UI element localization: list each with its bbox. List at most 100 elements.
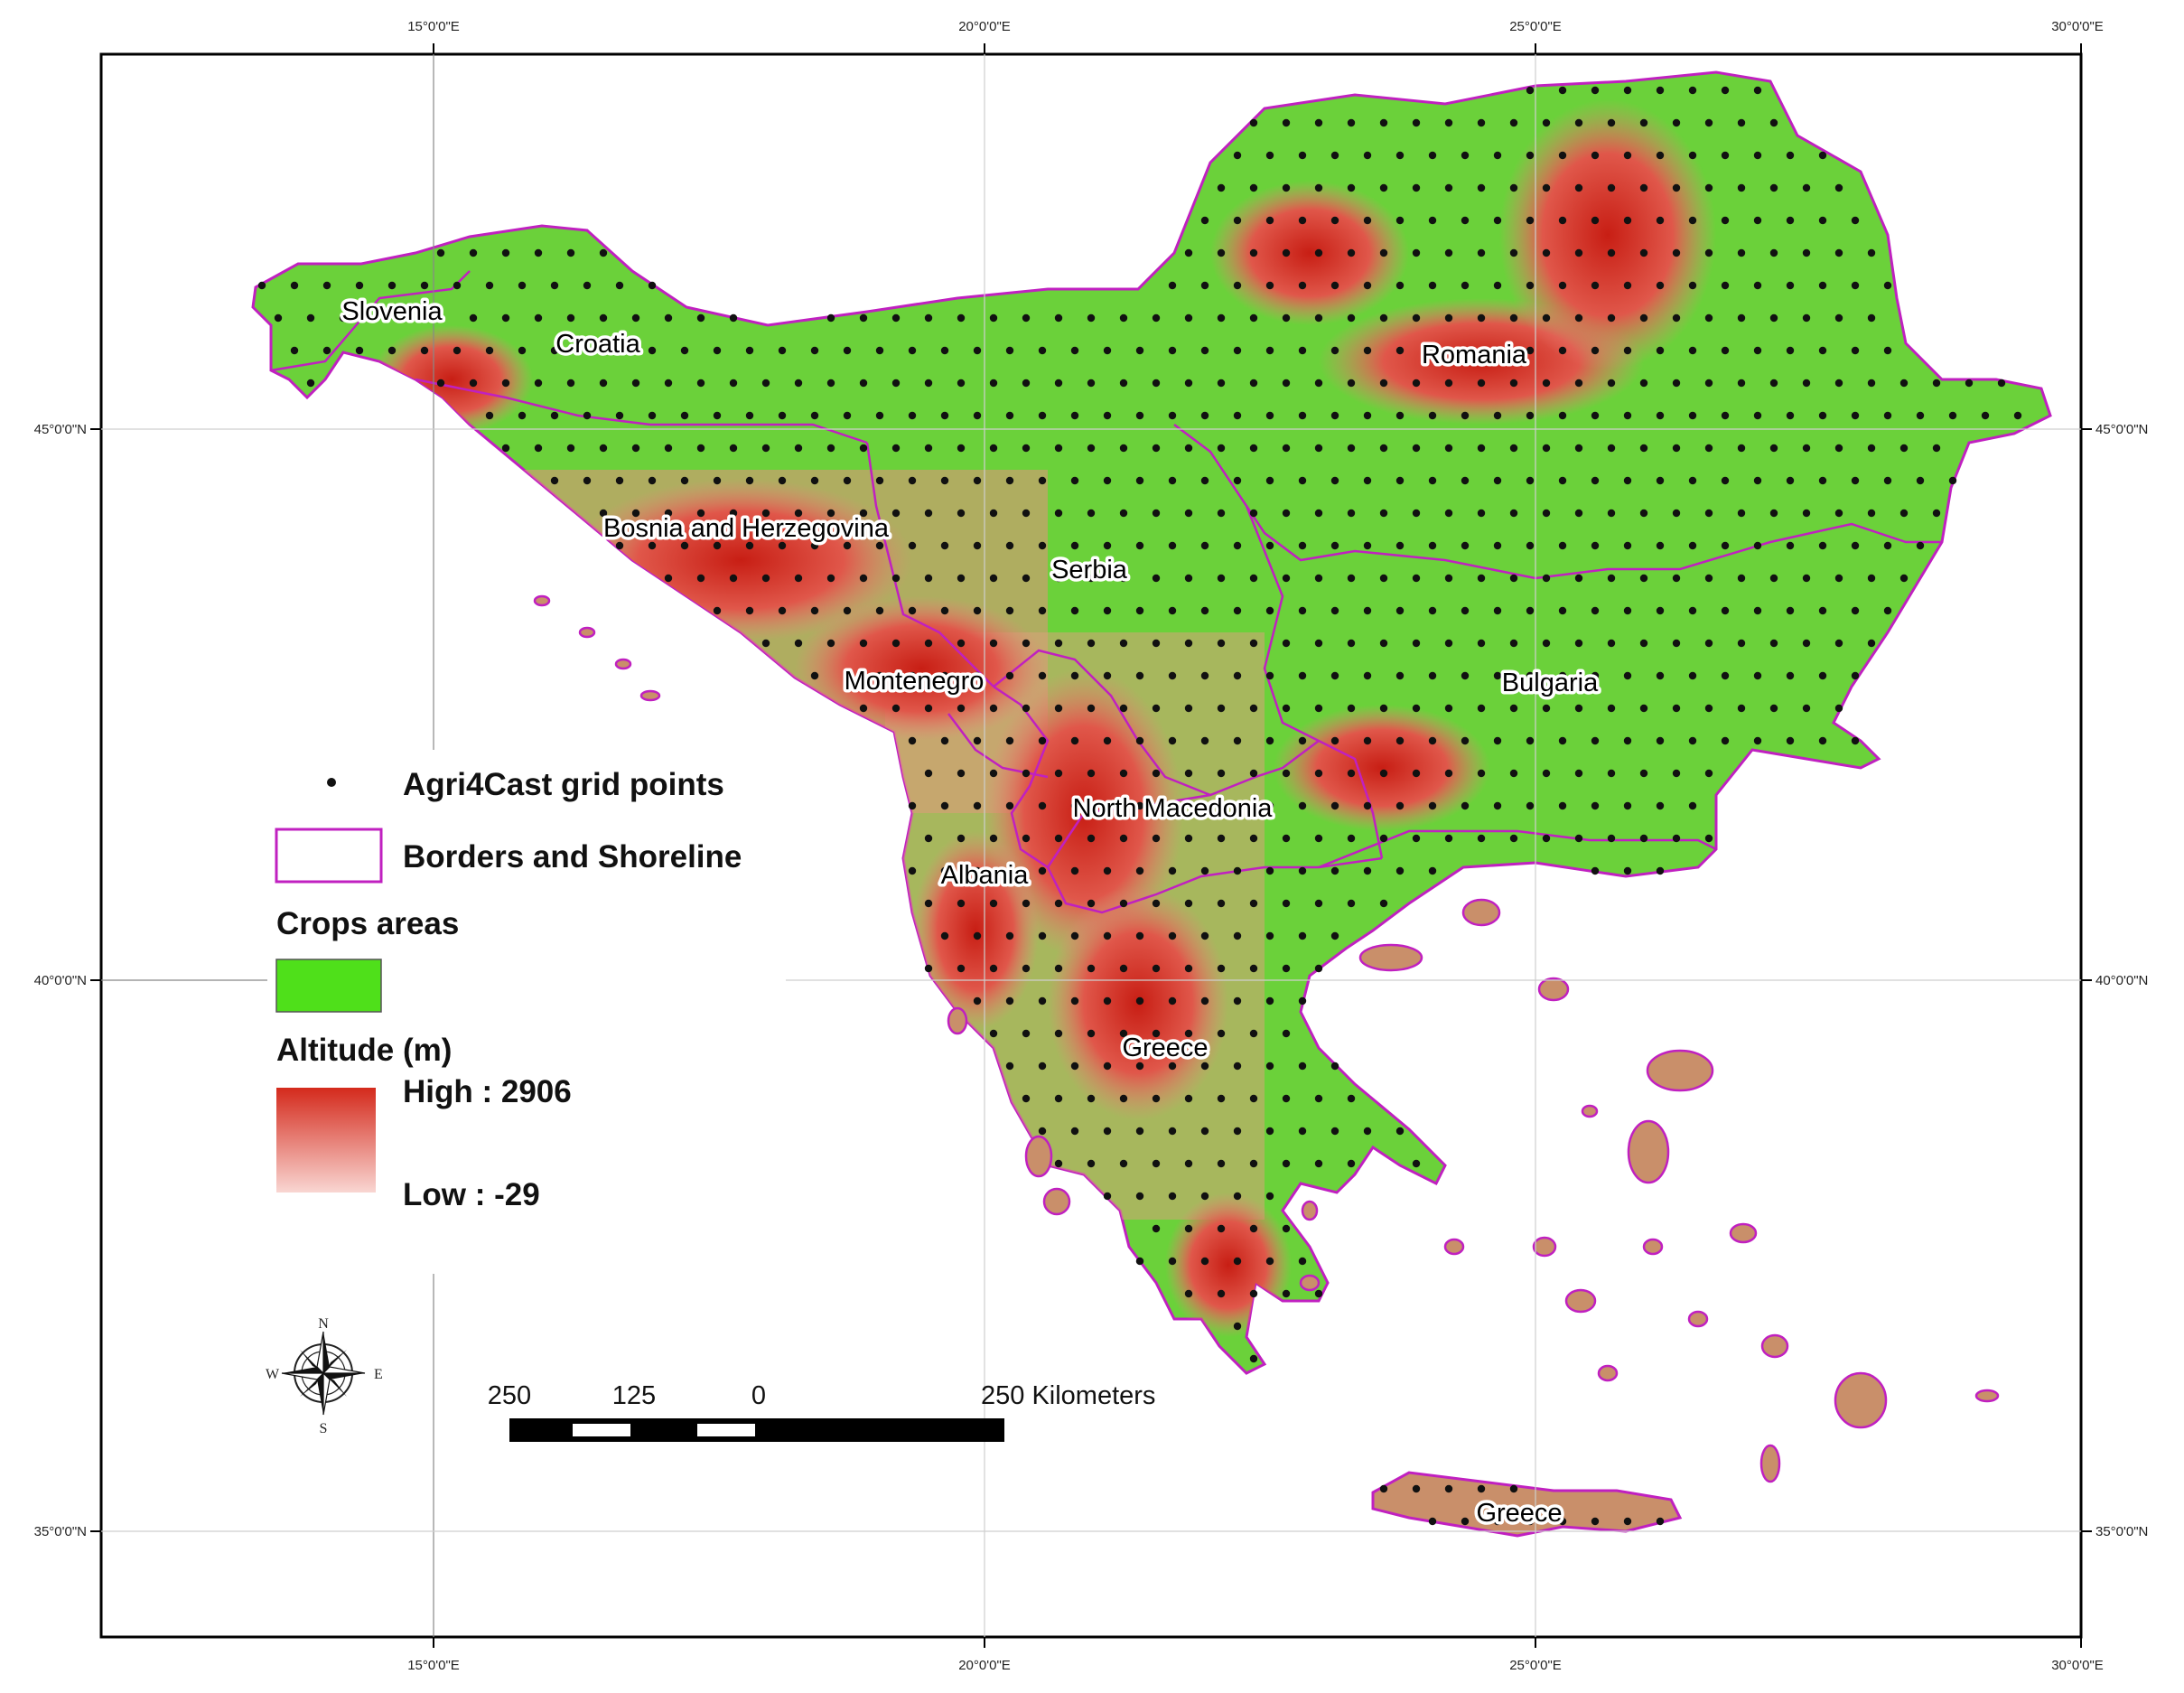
grid-point: [1282, 899, 1291, 908]
grid-point: [1737, 704, 1746, 713]
grid-point: [1656, 671, 1665, 680]
grid-point: [1412, 313, 1421, 323]
grid-point: [940, 606, 949, 615]
grid-point: [761, 639, 770, 648]
grid-point: [1087, 769, 1096, 778]
grid-point: [924, 574, 933, 583]
scale-bar-segment: [697, 1424, 755, 1436]
grid-point: [1623, 801, 1632, 810]
grid-point: [1184, 1159, 1193, 1168]
grid-point: [1509, 118, 1518, 127]
grid-point: [1753, 281, 1762, 290]
grid-point: [1444, 183, 1453, 192]
grid-point: [1265, 411, 1274, 420]
grid-point: [631, 509, 640, 518]
grid-point: [1282, 313, 1291, 323]
grid-point: [1200, 1127, 1209, 1136]
grid-point: [1200, 866, 1209, 875]
grid-point: [1087, 899, 1096, 908]
grid-point: [1883, 606, 1892, 615]
grid-point: [1509, 379, 1518, 388]
grid-point: [1883, 476, 1892, 485]
grid-point: [843, 671, 852, 680]
grid-point: [1298, 151, 1307, 160]
grid-point: [1298, 476, 1307, 485]
grid-point: [355, 346, 364, 355]
grid-point: [1672, 769, 1681, 778]
grid-point: [1623, 736, 1632, 745]
grid-point: [615, 346, 624, 355]
grid-point: [1851, 736, 1860, 745]
grid-point: [1607, 769, 1616, 778]
grid-point: [1867, 509, 1876, 518]
grid-point: [1591, 151, 1600, 160]
grid-point: [1200, 281, 1209, 290]
grid-point: [1119, 964, 1128, 973]
grid-point: [1737, 639, 1746, 648]
grid-point: [924, 509, 933, 518]
grid-point: [1363, 281, 1372, 290]
grid-point: [1704, 834, 1713, 843]
label-slovenia: Slovenia: [341, 297, 443, 326]
grid-point: [1347, 1159, 1356, 1168]
grid-point: [1493, 801, 1502, 810]
grid-point: [1298, 541, 1307, 550]
grid-point: [1428, 671, 1437, 680]
grid-point: [1721, 476, 1730, 485]
grid-point: [1233, 216, 1242, 225]
grid-point: [1265, 671, 1274, 680]
grid-point: [1282, 444, 1291, 453]
grid-point: [1249, 379, 1258, 388]
grid-point: [534, 444, 543, 453]
grid-point: [1168, 1257, 1177, 1266]
grid-point: [436, 248, 445, 257]
grid-point: [1347, 509, 1356, 518]
grid-point: [1217, 639, 1226, 648]
grid-point: [599, 379, 608, 388]
grid-point: [1070, 801, 1079, 810]
grid-point: [485, 346, 494, 355]
grid-point: [648, 411, 657, 420]
grid-point: [1087, 444, 1096, 453]
grid-point: [1591, 606, 1600, 615]
grid-point: [1347, 639, 1356, 648]
grid-point: [957, 313, 966, 323]
grid-point: [1087, 574, 1096, 583]
grid-point: [1314, 769, 1323, 778]
grid-point: [1623, 86, 1632, 95]
grid-point: [1233, 411, 1242, 420]
grid-point: [1704, 639, 1713, 648]
grid-point: [1265, 866, 1274, 875]
coord-bottom-15e: 15°0'0"E: [407, 1658, 460, 1673]
grid-point: [940, 736, 949, 745]
grid-point: [2013, 411, 2022, 420]
grid-point: [778, 346, 787, 355]
grid-point: [599, 248, 608, 257]
grid-point: [1200, 346, 1209, 355]
grid-point: [989, 899, 998, 908]
grid-point: [1981, 411, 1990, 420]
grid-point: [1786, 151, 1795, 160]
grid-point: [274, 313, 283, 323]
grid-point: [1834, 379, 1843, 388]
grid-point: [1493, 346, 1502, 355]
grid-point: [1412, 183, 1421, 192]
grid-point: [924, 964, 933, 973]
grid-point: [1753, 216, 1762, 225]
coord-top-25e: 25°0'0"E: [1509, 19, 1562, 34]
grid-point: [1591, 346, 1600, 355]
grid-point: [1152, 444, 1161, 453]
grid-point: [1704, 183, 1713, 192]
grid-point: [1395, 866, 1405, 875]
grid-point: [826, 509, 835, 518]
grid-point: [1005, 476, 1014, 485]
grid-point: [989, 509, 998, 518]
grid-point: [696, 313, 705, 323]
grid-point: [1168, 281, 1177, 290]
grid-point: [859, 639, 868, 648]
grid-point: [1282, 769, 1291, 778]
grid-point: [1428, 1517, 1437, 1526]
grid-point: [1184, 1094, 1193, 1103]
grid-point: [810, 541, 819, 550]
grid-point: [1591, 801, 1600, 810]
